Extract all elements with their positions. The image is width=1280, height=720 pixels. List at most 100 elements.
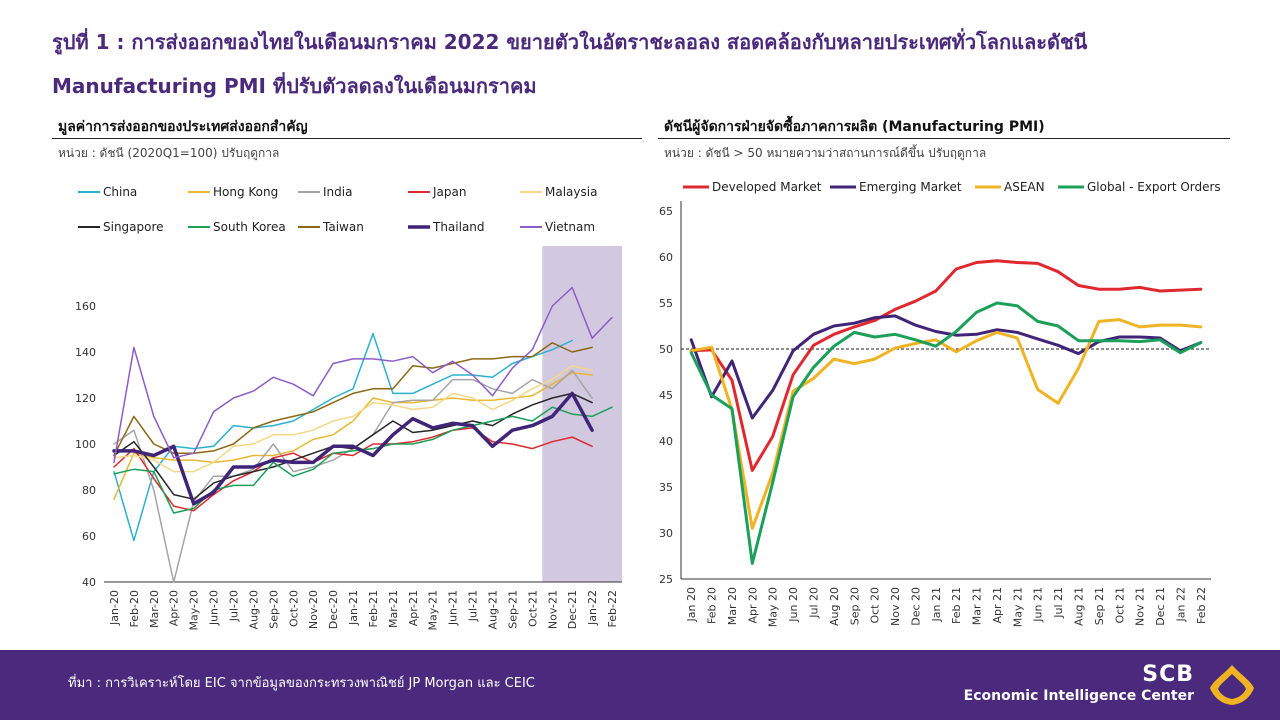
- x-tick-label: May 20: [767, 587, 780, 627]
- series-line-developed-market: [689, 259, 1203, 472]
- legend-label: Developed Market: [712, 180, 822, 194]
- left-panel-unit: หน่วย : ดัชนี (2020Q1=100) ปรับฤดูกาล: [58, 146, 280, 160]
- y-tick-label: 30: [659, 527, 673, 540]
- x-tick-label: Jan-20: [108, 590, 121, 626]
- legend-label: Thailand: [432, 220, 485, 234]
- x-tick-label: Sep 21: [1093, 587, 1106, 625]
- legend-label: Taiwan: [322, 220, 364, 234]
- x-tick-label: Jun 21: [1032, 587, 1045, 623]
- legend-label: Vietnam: [545, 220, 595, 234]
- x-tick-label: Dec 20: [909, 587, 922, 626]
- legend-label: Hong Kong: [213, 185, 278, 199]
- x-tick-label: Oct 21: [1113, 587, 1126, 624]
- figure-title-line1: รูปที่ 1 : การส่งออกของไทยในเดือนมกราคม …: [52, 30, 1088, 54]
- x-tick-label: Feb-21: [367, 590, 380, 627]
- left-panel-rule: [52, 138, 642, 139]
- x-tick-label: Apr 21: [991, 587, 1004, 624]
- y-tick-label: 55: [659, 297, 673, 310]
- scb-logo-icon: [1210, 665, 1254, 705]
- legend-item-thailand: Thailand: [408, 220, 485, 234]
- y-tick-label: 45: [659, 389, 673, 402]
- legend-item-taiwan: Taiwan: [298, 220, 364, 234]
- export-index-chart: 40 60 80 100 120 140 160 Jan-20 Feb-20 Mar-20 Apr-…: [75, 185, 622, 631]
- y-tick-label: 50: [659, 343, 673, 356]
- x-tick-label: Sep-21: [506, 590, 519, 629]
- series-line-vietnam: [113, 286, 613, 464]
- x-tick-label: Apr-21: [407, 590, 420, 626]
- legend-label: Malaysia: [545, 185, 597, 199]
- series-line-malaysia: [113, 365, 593, 473]
- figure-title-line2: Manufacturing PMI ที่ปรับตัวลดลงในเดือนม…: [52, 74, 537, 98]
- x-tick-label: Feb-20: [128, 590, 141, 627]
- legend-label: Emerging Market: [859, 180, 962, 194]
- legend-item-vietnam: Vietnam: [520, 220, 595, 234]
- x-tick-label: Jun-21: [447, 590, 460, 626]
- legend-item-malaysia: Malaysia: [520, 185, 597, 199]
- x-tick-label: Feb-22: [606, 590, 619, 627]
- x-tick-label: Jul-20: [228, 590, 241, 622]
- legend-label: Global - Export Orders: [1087, 180, 1221, 194]
- x-tick-label: Oct 20: [869, 587, 882, 624]
- x-tick-label: Aug-21: [487, 590, 500, 629]
- x-tick-label: Nov 21: [1134, 587, 1147, 626]
- legend-item-hong-kong: Hong Kong: [188, 185, 278, 199]
- legend-label: China: [103, 185, 137, 199]
- x-tick-label: Nov-20: [307, 590, 320, 629]
- x-tick-label: Dec-21: [566, 590, 579, 629]
- y-tick-label: 160: [75, 300, 96, 313]
- y-tick-label: 60: [82, 530, 96, 543]
- series-line-emerging-market: [689, 314, 1203, 420]
- legend-item-emerging-market: Emerging Market: [830, 180, 962, 194]
- x-tick-label: Jun-20: [208, 590, 221, 626]
- x-tick-label: Feb 21: [950, 587, 963, 624]
- x-tick-label: May-20: [188, 590, 201, 631]
- legend-item-developed-market: Developed Market: [683, 180, 822, 194]
- x-tick-label: Jan-21: [347, 590, 360, 626]
- x-tick-label: Mar-20: [148, 590, 161, 628]
- right-panel-unit: หน่วย : ดัชนี > 50 หมายความว่าสถานการณ์ด…: [664, 146, 987, 160]
- legend-label: Japan: [432, 185, 466, 199]
- series-line-thailand: [112, 391, 594, 506]
- legend-label: South Korea: [213, 220, 286, 234]
- x-tick-label: Nov 20: [889, 587, 902, 626]
- x-tick-label: Feb 22: [1195, 587, 1208, 624]
- series-line-china: [113, 332, 573, 542]
- x-tick-label: Aug 20: [828, 587, 841, 626]
- legend-item-india: India: [298, 185, 352, 199]
- legend-item-asean: ASEAN: [975, 180, 1045, 194]
- y-tick-label: 120: [75, 392, 96, 405]
- y-tick-label: 60: [659, 251, 673, 264]
- legend-label: India: [323, 185, 352, 199]
- legend-label: Singapore: [103, 220, 164, 234]
- x-tick-label: Aug 21: [1073, 587, 1086, 626]
- y-tick-label: 80: [82, 484, 96, 497]
- pmi-chart: 25 30 35 40 45 50 55 60 65 Jan 20 Feb 20 Mar 20 Apr …: [659, 180, 1221, 627]
- x-tick-label: Nov-21: [546, 590, 559, 629]
- x-tick-label: May 21: [1011, 587, 1024, 627]
- x-tick-label: Oct-21: [526, 590, 539, 627]
- legend-label: ASEAN: [1004, 180, 1045, 194]
- x-tick-label: May-21: [427, 590, 440, 631]
- x-tick-label: Mar-21: [387, 590, 400, 628]
- series-line-japan: [113, 427, 593, 512]
- x-tick-label: Sep 20: [848, 587, 861, 625]
- source-note: ที่มา : การวิเคราะห์โดย EIC จากข้อมูลของ…: [68, 676, 535, 691]
- x-tick-label: Apr 20: [746, 587, 759, 624]
- x-tick-label: Mar 20: [726, 587, 739, 625]
- series-line-hong-kong: [113, 371, 593, 500]
- left-panel-title: มูลค่าการส่งออกของประเทศส่งออกสำคัญ: [58, 119, 308, 135]
- right-panel-title: ดัชนีผู้จัดการฝ่ายจัดซื้อภาคการผลิต (Man…: [664, 119, 1045, 135]
- x-tick-label: Jul-21: [467, 590, 480, 622]
- x-tick-label: Feb 20: [706, 587, 719, 624]
- legend-item-china: China: [78, 185, 137, 199]
- x-tick-label: Jul 20: [808, 587, 821, 619]
- legend-item-global-export-orders: Global - Export Orders: [1058, 180, 1221, 194]
- y-tick-label: 100: [75, 438, 96, 451]
- x-tick-label: Jan 22: [1174, 587, 1187, 622]
- x-tick-label: Jan-22: [586, 590, 599, 626]
- x-tick-label: Sep-20: [267, 590, 280, 629]
- right-panel-rule: [658, 138, 1230, 139]
- footer-bar: ที่มา : การวิเคราะห์โดย EIC จากข้อมูลของ…: [0, 650, 1280, 720]
- x-tick-label: Mar 21: [971, 587, 984, 625]
- legend-item-japan: Japan: [408, 185, 466, 199]
